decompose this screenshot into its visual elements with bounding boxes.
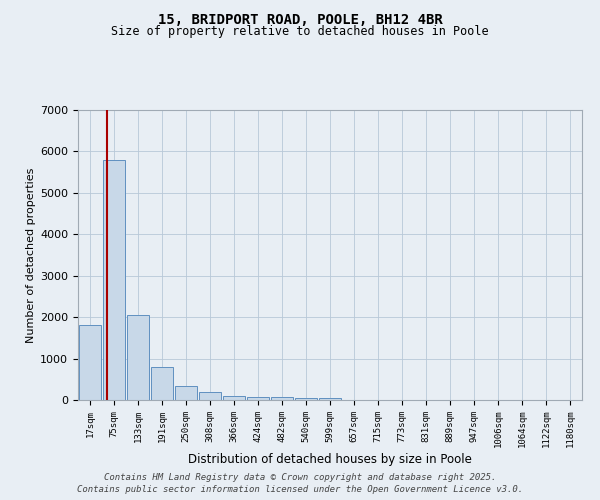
- Bar: [319, 398, 341, 400]
- Bar: [223, 396, 245, 400]
- Text: Contains public sector information licensed under the Open Government Licence v3: Contains public sector information licen…: [77, 485, 523, 494]
- Text: Size of property relative to detached houses in Poole: Size of property relative to detached ho…: [111, 25, 489, 38]
- Y-axis label: Number of detached properties: Number of detached properties: [26, 168, 36, 342]
- Bar: [79, 326, 101, 400]
- Bar: [127, 315, 149, 400]
- Bar: [199, 392, 221, 400]
- Bar: [295, 398, 317, 400]
- Bar: [271, 396, 293, 400]
- Bar: [151, 367, 173, 400]
- X-axis label: Distribution of detached houses by size in Poole: Distribution of detached houses by size …: [188, 453, 472, 466]
- Bar: [247, 396, 269, 400]
- Text: 15 BRIDPORT ROAD: 73sqm
← 13% of detached houses are smaller (1,469)
86% of semi: 15 BRIDPORT ROAD: 73sqm ← 13% of detache…: [0, 499, 1, 500]
- Bar: [175, 386, 197, 400]
- Bar: [103, 160, 125, 400]
- Text: 15, BRIDPORT ROAD, POOLE, BH12 4BR: 15, BRIDPORT ROAD, POOLE, BH12 4BR: [158, 12, 442, 26]
- Text: Contains HM Land Registry data © Crown copyright and database right 2025.: Contains HM Land Registry data © Crown c…: [104, 472, 496, 482]
